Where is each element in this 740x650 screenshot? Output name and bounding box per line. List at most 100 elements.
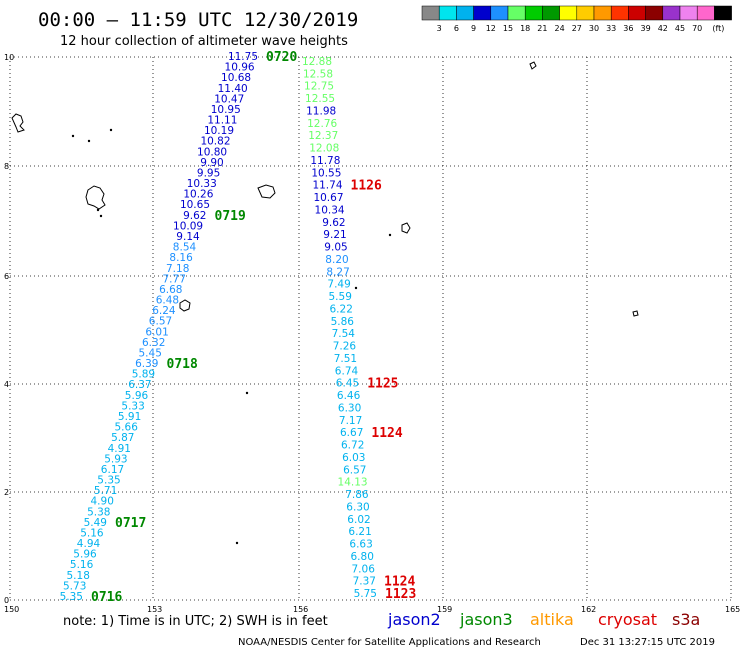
wave-height-value: 5.91 xyxy=(118,411,141,423)
scale-label: 39 xyxy=(641,24,651,33)
wave-height-value: 9.14 xyxy=(176,231,200,243)
scale-label: 12 xyxy=(486,24,496,33)
scale-swatch xyxy=(524,5,543,21)
y-tick-label: 8 xyxy=(4,162,9,171)
wave-height-value: 9.21 xyxy=(323,229,346,241)
y-tick-label: 2 xyxy=(4,488,9,497)
wave-height-value: 11.78 xyxy=(310,155,340,167)
x-tick-label: 159 xyxy=(437,605,452,614)
wave-height-value: 6.37 xyxy=(128,379,151,391)
altimeter-tracks: 11.7510.9610.6811.4010.4710.9511.1110.19… xyxy=(60,50,417,605)
wave-height-value: 5.49 xyxy=(84,517,107,529)
wave-height-value: 11.11 xyxy=(207,115,237,127)
wave-height-value: 6.39 xyxy=(135,358,158,370)
pass-time-label: 1123 xyxy=(385,587,416,602)
scale-swatch xyxy=(507,5,526,21)
scale-swatch xyxy=(542,5,560,21)
wave-height-value: 14.13 xyxy=(338,477,368,489)
y-tick-label: 4 xyxy=(4,380,9,389)
scale-swatch xyxy=(662,5,681,21)
wave-height-value: 5.66 xyxy=(115,422,139,434)
wave-height-value: 10.67 xyxy=(313,192,343,204)
x-tick-label: 162 xyxy=(581,605,596,614)
wave-height-value: 7.54 xyxy=(332,328,356,340)
scale-swatch xyxy=(438,5,457,21)
wave-height-value: 10.68 xyxy=(221,72,251,84)
wave-height-value: 5.18 xyxy=(67,570,90,582)
wave-height-value: 5.45 xyxy=(139,348,162,360)
pass-time-label: 1125 xyxy=(367,377,398,392)
wave-height-value: 6.46 xyxy=(337,390,361,402)
wave-height-value: 10.19 xyxy=(204,125,234,137)
wave-height-value: 5.96 xyxy=(73,549,97,561)
y-tick-label: 10 xyxy=(4,53,14,62)
map-title: 00:00 – 11:59 UTC 12/30/2019 xyxy=(38,9,358,31)
y-tick-label: 6 xyxy=(4,272,9,281)
legend-jason3: jason3 xyxy=(459,610,513,629)
wave-height-value: 9.05 xyxy=(324,242,347,254)
wave-height-value: 10.80 xyxy=(197,146,227,158)
pass-time-label: 1124 xyxy=(384,575,415,590)
wave-height-value: 7.77 xyxy=(163,273,186,285)
scale-label: 36 xyxy=(623,24,633,33)
wave-height-value: 9.62 xyxy=(322,217,345,229)
pass-time-label: 0717 xyxy=(115,516,146,531)
scale-label: 18 xyxy=(520,24,530,33)
scale-label: 9 xyxy=(471,24,476,33)
x-tick-label: 156 xyxy=(293,605,308,614)
wave-height-value: 6.32 xyxy=(142,337,165,349)
pass-time-label: 1124 xyxy=(371,426,402,441)
wave-height-value: 5.38 xyxy=(87,506,110,518)
wave-height-value: 6.68 xyxy=(159,284,182,296)
wave-height-value: 11.75 xyxy=(228,51,258,63)
wave-height-value: 10.95 xyxy=(211,104,241,116)
scale-swatch xyxy=(490,5,509,21)
wave-height-value: 10.26 xyxy=(183,189,213,201)
wave-height-value: 6.21 xyxy=(348,526,371,538)
wave-height-value: 6.72 xyxy=(341,440,364,452)
wave-height-value: 5.75 xyxy=(354,588,377,600)
wave-height-value: 6.01 xyxy=(145,326,168,338)
scale-label: 24 xyxy=(555,24,565,33)
wave-height-value: 5.93 xyxy=(104,453,127,465)
wave-height-value: 11.74 xyxy=(312,180,342,192)
wave-height-value: 12.88 xyxy=(302,56,332,68)
wave-height-value: 6.45 xyxy=(336,378,359,390)
generated-timestamp: Dec 31 13:27:15 UTC 2019 xyxy=(580,637,715,648)
wave-height-value: 9.90 xyxy=(200,157,223,169)
wave-height-value: 5.86 xyxy=(331,316,355,328)
wave-height-value: 10.55 xyxy=(311,167,341,179)
wave-height-value: 6.17 xyxy=(101,464,124,476)
legend-altika: altika xyxy=(530,610,574,629)
scale-swatch xyxy=(696,5,715,21)
legend-jason2: jason2 xyxy=(387,610,441,629)
wave-height-value: 12.75 xyxy=(304,81,334,93)
wave-height-value: 11.98 xyxy=(306,106,336,118)
scale-label: 45 xyxy=(675,24,685,33)
scale-swatch xyxy=(714,5,732,21)
scale-label: 33 xyxy=(606,24,616,33)
scale-swatch xyxy=(456,5,474,21)
wave-height-value: 7.37 xyxy=(353,576,376,588)
scale-swatch xyxy=(593,5,612,21)
wave-height-value: 6.74 xyxy=(335,365,359,377)
legend-s3a: s3a xyxy=(672,610,700,629)
legend-cryosat: cryosat xyxy=(598,610,657,629)
wave-height-value: 7.17 xyxy=(339,415,362,427)
wave-height-value: 4.91 xyxy=(108,443,131,455)
wave-height-value: 7.51 xyxy=(334,353,357,365)
wave-height-value: 5.71 xyxy=(94,485,117,497)
pass-time-label: 0716 xyxy=(91,590,122,605)
wave-height-value: 7.06 xyxy=(352,563,376,575)
wave-height-value: 4.94 xyxy=(77,538,101,550)
wave-height-value: 10.33 xyxy=(187,178,217,190)
wave-height-value: 6.57 xyxy=(149,316,172,328)
wave-height-value: 5.16 xyxy=(80,528,104,540)
scale-swatch xyxy=(473,5,492,21)
y-tick-label: 0 xyxy=(4,596,9,605)
scale-swatch xyxy=(559,5,578,21)
scale-swatch xyxy=(576,5,595,21)
scale-swatch xyxy=(679,5,698,21)
